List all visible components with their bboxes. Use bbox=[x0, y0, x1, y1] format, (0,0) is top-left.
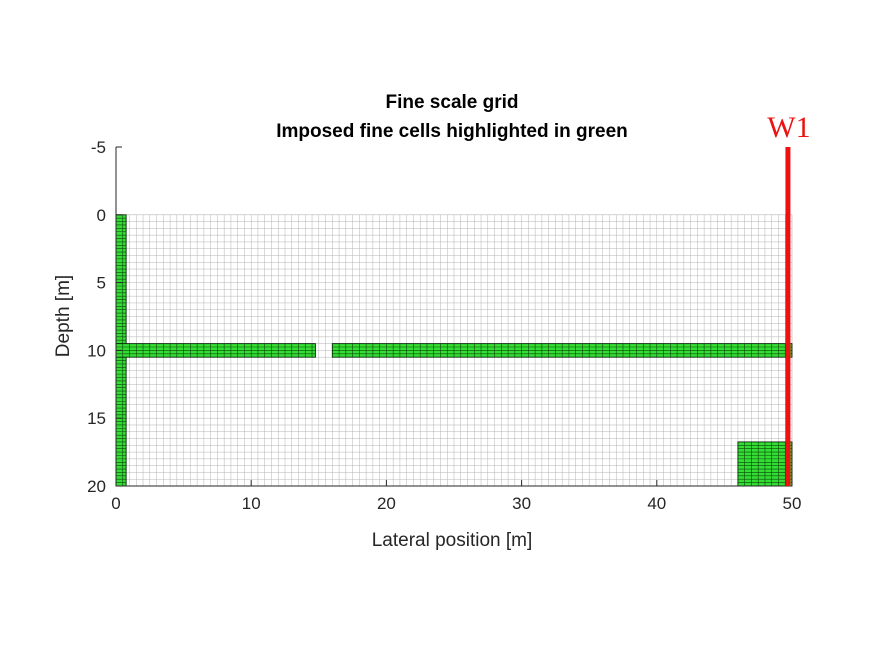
y-tick-label: 5 bbox=[97, 274, 106, 293]
y-tick-label: -5 bbox=[91, 138, 106, 157]
highlight-cell-lines bbox=[332, 343, 792, 358]
title-line-1: Fine scale grid bbox=[385, 92, 518, 113]
y-axis-label: Depth [m] bbox=[53, 275, 74, 357]
highlighted-cells bbox=[115, 214, 793, 487]
chart-title: Fine scale grid Imposed fine cells highl… bbox=[276, 92, 628, 142]
x-tick-label: 40 bbox=[647, 494, 666, 513]
x-tick-label: 30 bbox=[512, 494, 531, 513]
x-tick-label: 50 bbox=[783, 494, 802, 513]
wells: W1 bbox=[767, 111, 811, 486]
title-line-2: Imposed fine cells highlighted in green bbox=[276, 121, 628, 142]
x-tick-label: 10 bbox=[242, 494, 261, 513]
highlight-layer-segment-left bbox=[115, 343, 316, 358]
highlight-outline bbox=[331, 343, 793, 358]
x-tick-label: 20 bbox=[377, 494, 396, 513]
x-axis-label: Lateral position [m] bbox=[372, 530, 533, 551]
highlight-cell-lines bbox=[737, 441, 792, 486]
highlight-bottom-right-block bbox=[737, 441, 793, 487]
y-tick-label: 0 bbox=[97, 206, 106, 225]
y-tick-label: 10 bbox=[87, 341, 106, 360]
highlight-cell-lines bbox=[116, 343, 316, 358]
x-tick-label: 0 bbox=[111, 494, 120, 513]
axes: 0 10 20 30 40 50 -5 0 5 10 15 20 bbox=[87, 138, 801, 513]
highlight-layer-segment-right bbox=[331, 343, 793, 358]
well-label: W1 bbox=[767, 111, 810, 144]
y-tick-label: 15 bbox=[87, 409, 106, 428]
y-tick-label: 20 bbox=[87, 477, 106, 496]
